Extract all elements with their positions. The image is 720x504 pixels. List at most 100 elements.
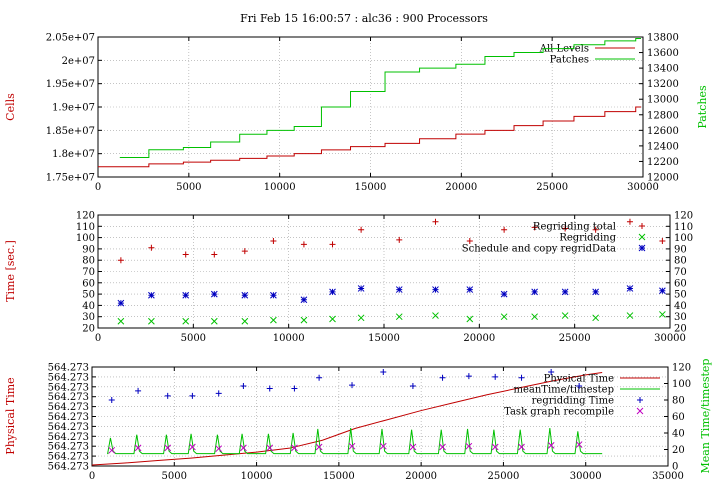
- physical-time-panel: 0 5000 10000 15000 20000 25000 30000 35000 564.2…: [4, 359, 712, 482]
- data-point: [182, 251, 189, 258]
- y-tick-label: 1.85e+07: [46, 126, 95, 137]
- data-point: [380, 368, 387, 375]
- data-point: [518, 374, 525, 381]
- y-tick-label: 50: [82, 290, 95, 301]
- figure-title: Fri Feb 15 16:00:57 : alc36 : 900 Proces…: [240, 12, 488, 25]
- data-point: [189, 443, 196, 451]
- y2-tick-label: 60: [672, 412, 685, 423]
- y2-tick-label: 13400: [647, 64, 679, 75]
- legend-key: [638, 233, 646, 241]
- data-point: [626, 312, 634, 319]
- y-tick-label: 1.9e+07: [52, 103, 95, 114]
- y2-tick-label: 80: [674, 256, 687, 267]
- y-tick-label: 564.273: [48, 382, 89, 393]
- legend-key: [638, 244, 646, 252]
- y2-tick-label: 100: [672, 379, 691, 390]
- data-point: [108, 397, 115, 403]
- data-point: [215, 445, 223, 453]
- y-tick-label: 80: [82, 256, 95, 267]
- x-tick-label: 30000: [570, 471, 602, 482]
- data-point: [316, 374, 323, 381]
- x-tick-label: 25000: [488, 471, 520, 482]
- data-point: [562, 225, 569, 232]
- x-tick-label: 30000: [627, 182, 659, 193]
- x-tick-label: 20000: [445, 182, 477, 193]
- y2-tick-label: 30: [674, 312, 687, 323]
- x-tick-label: 10000: [273, 333, 305, 344]
- cells-patches-panel: 0 5000 10000 15000 20000 25000 30000 1.75e+07 1.…: [4, 33, 709, 194]
- y2-tick-label: 90: [674, 244, 687, 255]
- data-point: [241, 291, 249, 299]
- y-tick-label: 564.273: [48, 452, 89, 463]
- data-point: [409, 382, 416, 389]
- data-point: [270, 316, 277, 324]
- data-point: [210, 290, 218, 298]
- data-point: [266, 444, 274, 452]
- x-tick-label: 0: [95, 182, 101, 193]
- data-point: [518, 443, 525, 451]
- legend-label: Schedule and copy regridData: [462, 244, 616, 255]
- legend-label: Task graph recompile: [504, 407, 614, 418]
- legend-key: [637, 397, 643, 403]
- data-point: [432, 312, 439, 319]
- y-tick-label: 564.273: [48, 432, 89, 443]
- y-tick-label: 2e+07: [62, 56, 95, 67]
- y2-tick-label: 12200: [647, 157, 679, 168]
- data-point: [291, 444, 298, 452]
- data-point: [466, 315, 474, 323]
- legend-label: Regridding: [559, 233, 616, 244]
- data-point: [148, 291, 155, 299]
- y-tick-label: 564.273: [48, 412, 89, 423]
- data-point: [215, 390, 222, 397]
- data-point: [182, 291, 190, 299]
- x-tick-label: 10000: [264, 182, 296, 193]
- data-point: [315, 443, 323, 451]
- data-point: [148, 317, 155, 325]
- data-point: [576, 382, 583, 389]
- data-point: [409, 443, 417, 451]
- y2-tick-label: 12400: [647, 141, 679, 152]
- series-line: [107, 427, 603, 455]
- data-point: [396, 236, 403, 243]
- y-axis-label: Time [sec.]: [4, 240, 17, 302]
- data-point: [561, 288, 569, 296]
- legend-label: Physical Time: [544, 374, 614, 385]
- x-tick-label: 15000: [368, 333, 400, 344]
- y2-tick-label: 13000: [647, 95, 679, 106]
- data-point: [466, 286, 474, 293]
- data-point: [164, 392, 171, 399]
- x-tick-label: 5000: [176, 182, 201, 193]
- data-point: [135, 387, 142, 394]
- data-point: [379, 442, 387, 450]
- data-point: [501, 226, 508, 233]
- data-point: [148, 244, 155, 251]
- y2-tick-label: 100: [674, 233, 693, 244]
- data-point: [358, 226, 365, 233]
- y-tick-label: 1.95e+07: [46, 79, 95, 90]
- series-line: [119, 38, 641, 159]
- y2-tick-label: 13800: [647, 33, 679, 44]
- data-point: [357, 314, 365, 322]
- data-point: [189, 392, 196, 399]
- x-tick-label: 0: [95, 333, 101, 344]
- y2-tick-label: 20: [674, 324, 687, 335]
- y2-tick-label: 40: [672, 429, 685, 440]
- data-point: [117, 299, 125, 307]
- y-tick-label: 30: [82, 312, 95, 323]
- legend-key: [639, 223, 645, 229]
- y2-tick-label: 13200: [647, 79, 679, 90]
- data-point: [329, 315, 336, 323]
- data-point: [531, 224, 538, 231]
- data-point: [491, 443, 499, 451]
- data-point: [211, 251, 218, 258]
- data-point: [626, 218, 633, 225]
- data-point: [240, 382, 247, 389]
- data-point: [349, 382, 356, 389]
- y2-tick-label: 0: [672, 462, 678, 473]
- legend-label: meanTime/timestep: [513, 385, 614, 396]
- y2-tick-label: 20: [672, 445, 685, 456]
- y-tick-label: 1.8e+07: [52, 149, 95, 160]
- data-point: [134, 444, 142, 452]
- data-point: [240, 444, 247, 452]
